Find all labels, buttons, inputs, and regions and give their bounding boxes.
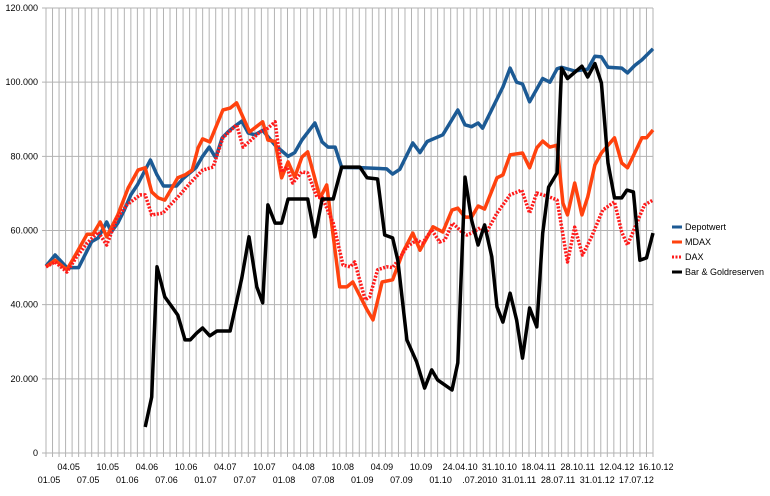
y-axis: 0 20.000 40.000 60.000 80.000 100.000 120.000 <box>5 3 38 458</box>
legend-label: Depotwert <box>685 222 727 232</box>
x-tick-label: 31.01.11 <box>502 475 536 485</box>
y-tick-label: 20.000 <box>10 374 38 384</box>
x-tick-label: 01.09 <box>351 475 374 485</box>
legend-label: DAX <box>685 252 704 262</box>
series-line-depotwert <box>44 47 655 270</box>
y-tick-label: 0 <box>33 448 38 458</box>
x-tick-label: 01.07 <box>194 475 217 485</box>
x-tick-label: 01.05 <box>38 475 61 485</box>
x-tick-label: 24.04.10 <box>443 462 478 472</box>
series-lines <box>44 47 655 428</box>
legend: Depotwert MDAX DAX Bar & Goldreserven <box>672 222 764 277</box>
x-tick-label: 31.10.10 <box>482 462 517 472</box>
x-tick-label: 04.06 <box>136 462 159 472</box>
y-tick-label: 60.000 <box>10 226 38 236</box>
legend-label: Bar & Goldreserven <box>685 267 764 277</box>
x-tick-label: 28.07.11 <box>541 475 575 485</box>
x-tick-label: 18.04.11 <box>521 462 555 472</box>
x-tick-label: 07.05 <box>77 475 100 485</box>
y-tick-label: 80.000 <box>10 151 38 161</box>
x-tick-label: 04.09 <box>371 462 394 472</box>
x-tick-label: 07.09 <box>390 475 413 485</box>
x-tick-label: 01.08 <box>273 475 296 485</box>
x-axis: 01.05 04.05 07.05 10.05 01.06 04.06 07.06 10.06… <box>38 462 674 485</box>
x-tick-label: 07.08 <box>312 475 335 485</box>
y-tick-label: 100.000 <box>5 77 38 87</box>
series-line-mdax <box>44 101 655 322</box>
x-tick-label: 10.06 <box>175 462 198 472</box>
x-tick-label: 04.07 <box>214 462 237 472</box>
x-tick-label: 10.05 <box>96 462 119 472</box>
x-tick-label: 07.07 <box>234 475 257 485</box>
x-tick-label: 04.05 <box>57 462 80 472</box>
x-tick-label: 04.08 <box>292 462 315 472</box>
x-tick-label: 31.01.12 <box>580 475 615 485</box>
series-line-bar-goldreserven <box>143 61 655 428</box>
x-tick-label: 12.04.12 <box>599 462 634 472</box>
x-tick-label: .07.2010 <box>462 475 497 485</box>
x-tick-label: 10.08 <box>331 462 354 472</box>
x-tick-label: 17.07.12 <box>619 475 654 485</box>
x-tick-label: 10.09 <box>410 462 433 472</box>
x-tick-label: 07.06 <box>155 475 178 485</box>
y-tick-label: 120.000 <box>5 3 38 13</box>
grid <box>42 7 654 457</box>
x-tick-label: 01.10 <box>429 475 452 485</box>
x-tick-label: 01.06 <box>116 475 139 485</box>
x-tick-label: 16.10.12 <box>638 462 673 472</box>
legend-label: MDAX <box>685 237 711 247</box>
x-tick-label: 28.10.11 <box>560 462 594 472</box>
x-tick-label: 10.07 <box>253 462 276 472</box>
y-tick-label: 40.000 <box>10 300 38 310</box>
